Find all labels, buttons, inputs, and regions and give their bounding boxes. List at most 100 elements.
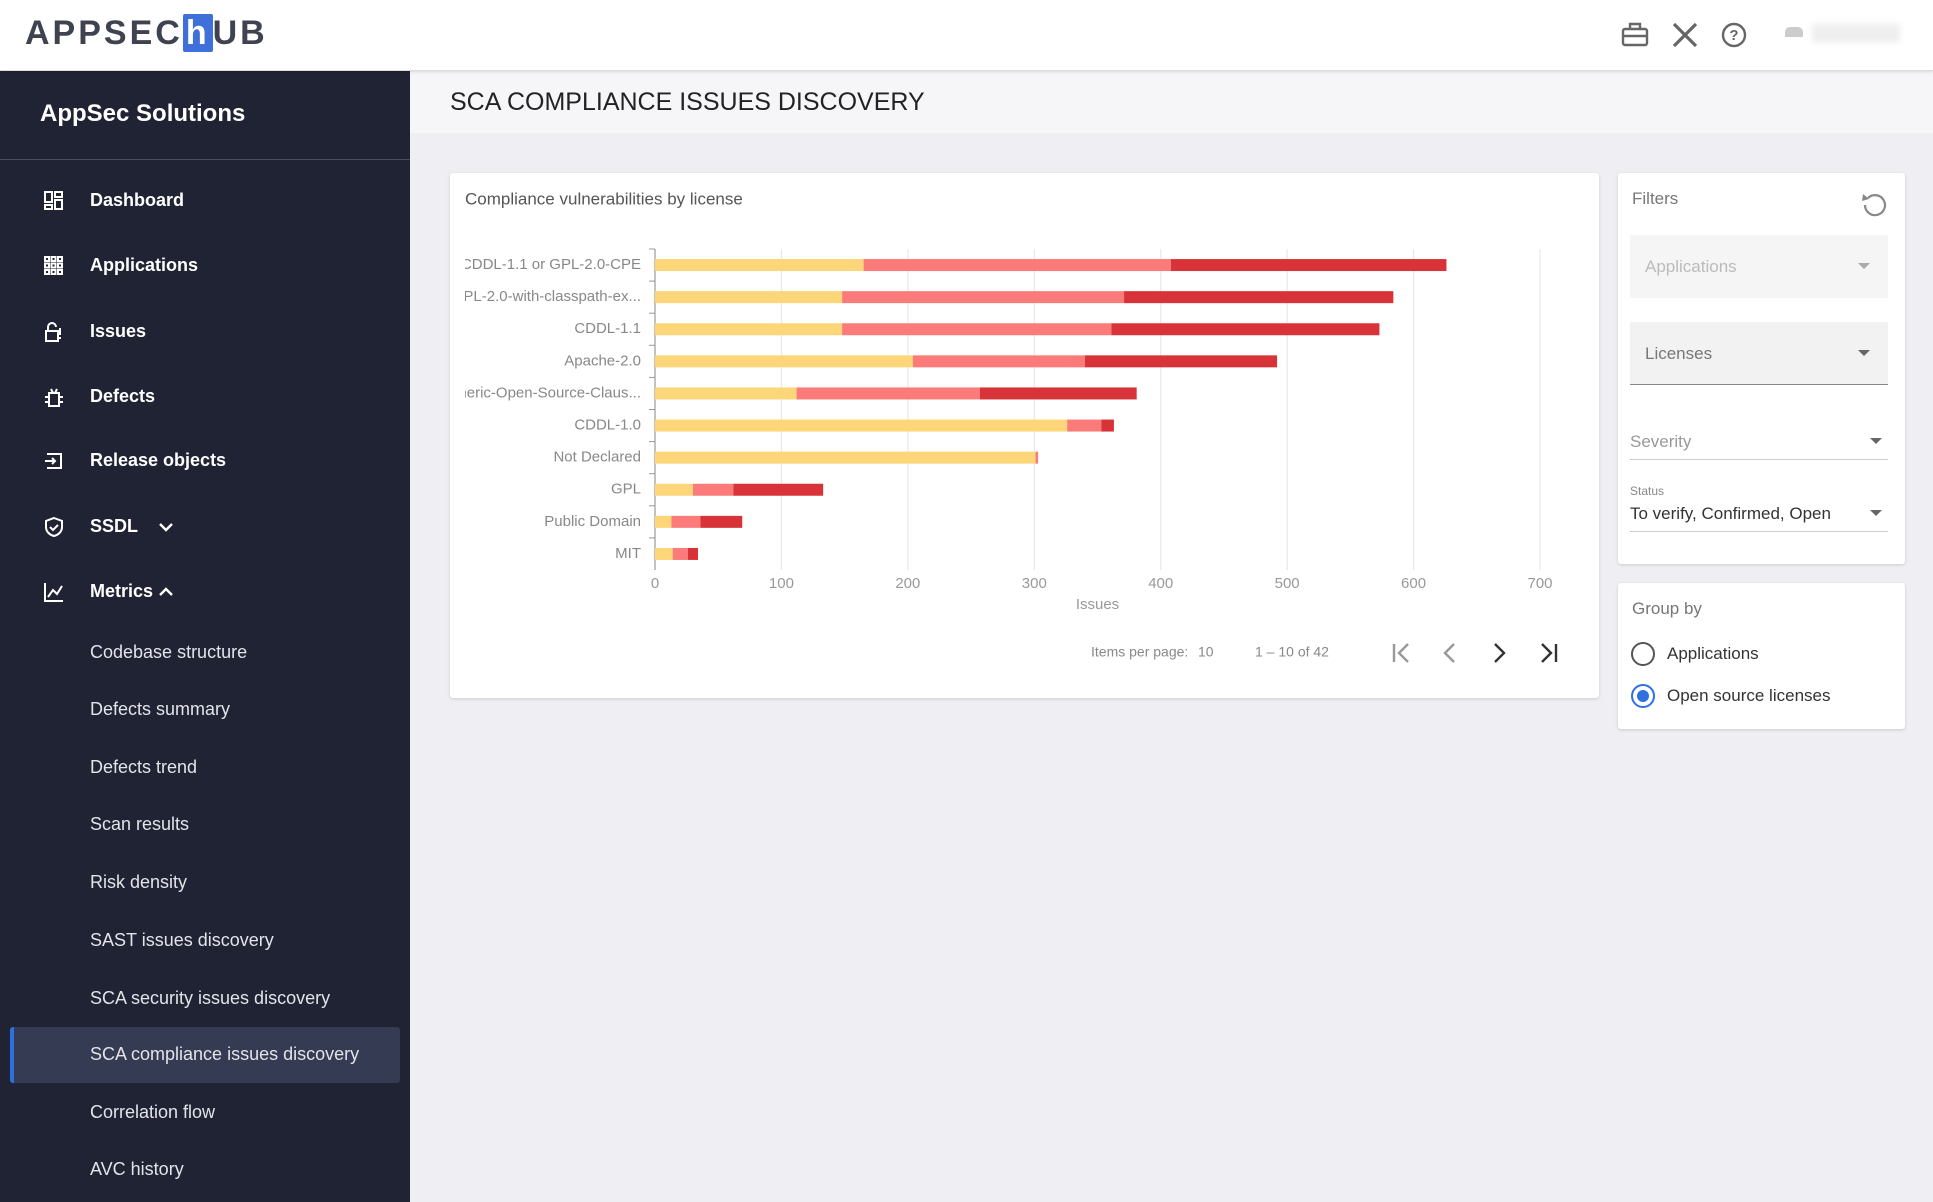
menu-icon [45, 388, 63, 407]
chevron[interactable] [158, 584, 174, 600]
menu-item[interactable]: SSDL [0, 502, 410, 552]
logo[interactable]: APPSEChUB [25, 14, 268, 53]
menu-icon [45, 516, 63, 538]
bar-segment [687, 547, 698, 560]
help-icon[interactable]: ? [1721, 22, 1747, 48]
reset-icon[interactable] [1860, 189, 1888, 217]
menu-item[interactable]: Defects [0, 372, 410, 422]
y-tick-label: Apache-2.0 [564, 352, 641, 369]
x-tick-label: 700 [1527, 575, 1552, 592]
bar-segment [912, 355, 1085, 368]
submenu-item[interactable]: Correlation flow [10, 1085, 400, 1141]
y-tick-label: GPL-2.0-with-classpath-ex... [452, 288, 641, 305]
top-bar: APPSEChUB ? [0, 0, 1933, 71]
submenu-label: Scan results [90, 814, 190, 834]
y-tick-label: Generic-Open-Source-Claus... [450, 384, 641, 401]
last-page[interactable] [1541, 643, 1558, 663]
icon-shape [45, 453, 62, 469]
submenu-label: Defects summary [90, 699, 231, 719]
bar-segment [655, 515, 672, 528]
x-axis-title: Issues [1076, 596, 1119, 613]
bar-segment [655, 387, 797, 400]
items-per-page-label: Items per page: [1091, 644, 1188, 660]
y-labels: CDDL-1.1 or GPL-2.0-CPE GPL-2.0-with-clas… [450, 256, 641, 562]
svg-text:?: ? [1729, 27, 1738, 44]
radio-ring [1631, 684, 1655, 708]
group-by-title: Group by [1632, 599, 1702, 618]
bar-segment [655, 547, 673, 560]
licenses-select[interactable]: Licenses [1630, 322, 1888, 385]
radio-option[interactable]: Applications [1630, 636, 1890, 672]
tools-icon[interactable] [1672, 22, 1698, 48]
chevron[interactable] [158, 519, 174, 535]
submenu-item[interactable]: Risk density [10, 855, 400, 911]
radio [1631, 642, 1655, 666]
status-label: Status [1630, 484, 1665, 498]
icon-shape [44, 583, 63, 602]
bar-segment [1084, 355, 1278, 368]
submenu-item[interactable]: Defects summary [10, 682, 400, 738]
chart: Compliance vulnerabilities by license 0 10… [450, 189, 1558, 663]
submenu-item-active[interactable]: SCA compliance issues discovery [10, 1027, 400, 1083]
icon-shape [45, 322, 61, 342]
select-label: Severity [1630, 432, 1692, 451]
applications-select[interactable]: Applications [1630, 235, 1888, 298]
y-tick-label: MIT [615, 545, 641, 562]
toolbox-icon[interactable] [1621, 22, 1649, 47]
menu-label: Release objects [90, 450, 227, 470]
menu-item[interactable]: Issues [0, 307, 410, 357]
menu-label: Applications [90, 255, 199, 275]
user-icon[interactable] [1785, 27, 1803, 37]
icon-shape [45, 516, 63, 538]
submenu-item[interactable]: Codebase structure [10, 625, 400, 681]
icon-shape [44, 191, 63, 210]
prev-page[interactable] [1443, 643, 1455, 663]
bar-segment [655, 483, 693, 496]
status-select[interactable]: To verify, Confirmed, Open [1630, 501, 1888, 532]
x-tick-label: 300 [1022, 575, 1047, 592]
submenu-item[interactable]: Defects trend [10, 740, 400, 796]
bar-segment [1101, 419, 1114, 432]
submenu-item[interactable]: SAST issues discovery [10, 913, 400, 969]
menu-item[interactable]: Release objects [0, 436, 410, 486]
menu-label: Metrics [90, 581, 154, 601]
menu-icon [45, 322, 61, 342]
header-icons: ? [1621, 22, 1747, 48]
severity-select[interactable]: Severity [1630, 427, 1888, 460]
select-label: Licenses [1645, 344, 1713, 363]
x-tick-label: 400 [1148, 575, 1173, 592]
submenu-item[interactable]: Scan results [10, 797, 400, 853]
group-by-card: Group by Applications Open source license… [1618, 583, 1905, 729]
icon-shape [44, 256, 63, 275]
submenu-item[interactable]: SCA security issues discovery [10, 971, 400, 1027]
next-page[interactable] [1494, 643, 1506, 663]
bar-segment [842, 291, 1125, 304]
first-page[interactable] [1392, 643, 1409, 663]
radio-option[interactable]: Open source licenses [1630, 678, 1890, 714]
logo-text: UB [212, 14, 268, 52]
menu-label: Dashboard [90, 190, 185, 210]
sidebar-title: AppSec Solutions [40, 100, 246, 127]
chart-card: Compliance vulnerabilities by license 0 10… [450, 173, 1599, 698]
menu-item[interactable]: Metrics [0, 567, 410, 617]
items-per-page-value[interactable]: 10 [1198, 644, 1214, 660]
caret [1858, 263, 1870, 275]
menu-label: SSDL [90, 516, 139, 536]
bar-segment [655, 291, 843, 304]
sidebar: AppSec Solutions Dashboard Applications Is… [0, 70, 410, 1202]
x-tick-label: 100 [769, 575, 794, 592]
menu-item[interactable]: Applications [0, 241, 410, 291]
menu-icon [44, 583, 63, 602]
chevron-shape [159, 587, 173, 596]
radio-label: Open source licenses [1667, 686, 1831, 705]
menu-item[interactable]: Dashboard [0, 176, 410, 226]
filters-title: Filters [1632, 189, 1679, 208]
chart-title: Compliance vulnerabilities by license [465, 189, 743, 208]
filters-card: Filters Applications Licenses Severity S… [1618, 173, 1905, 564]
x-tick-label: 0 [651, 575, 659, 592]
submenu-item[interactable]: AVC history [10, 1142, 400, 1198]
bar-segment [692, 483, 734, 496]
menu-label: Issues [90, 321, 147, 341]
radio-dot [1637, 690, 1649, 702]
